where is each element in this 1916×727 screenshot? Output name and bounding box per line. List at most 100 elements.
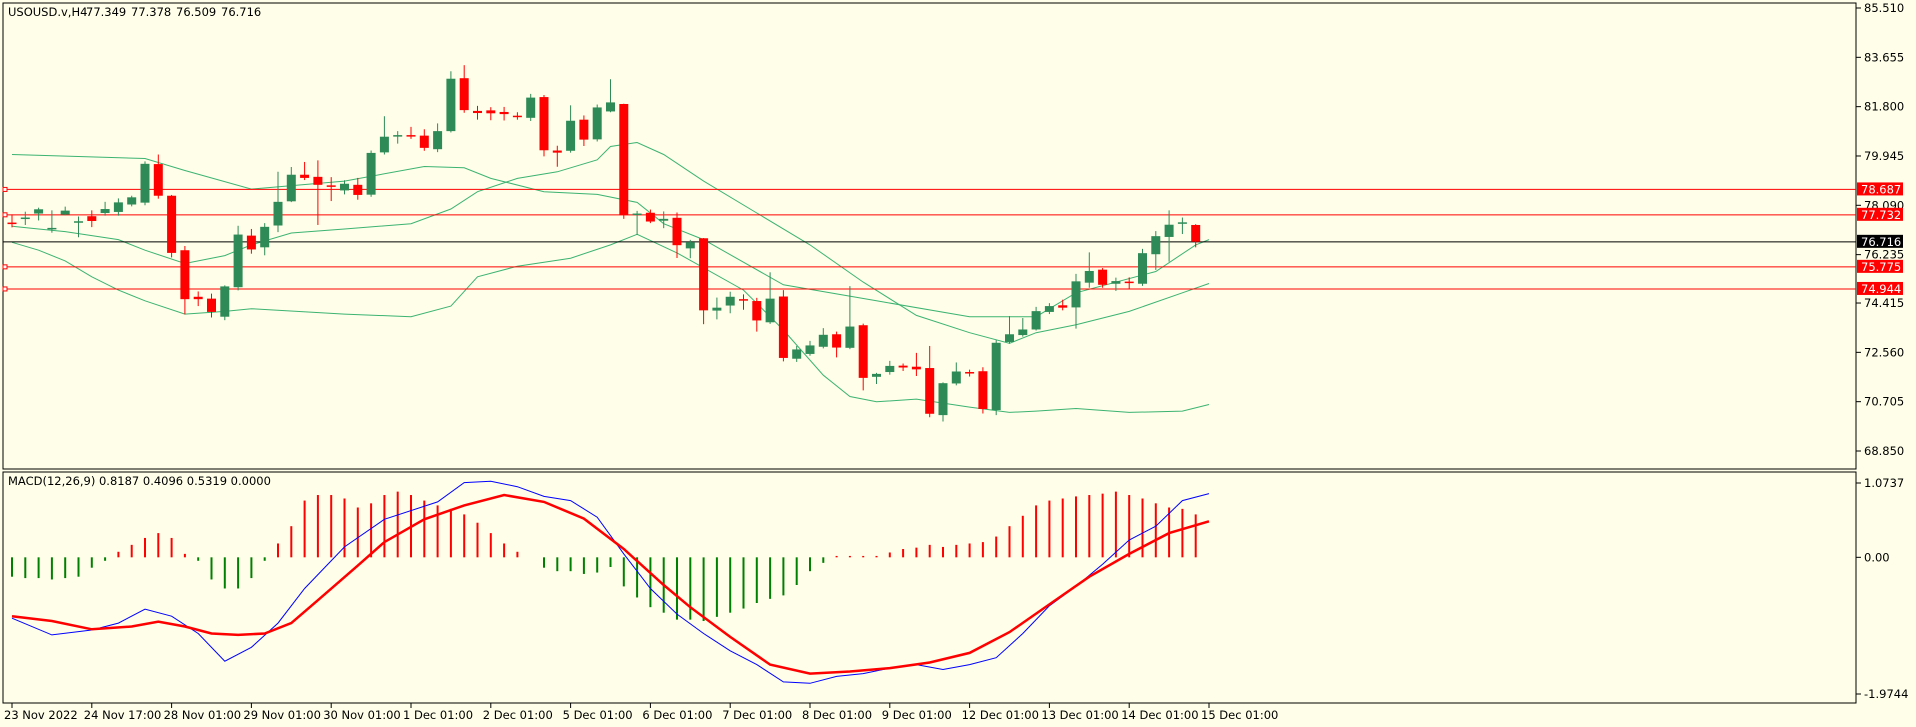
- level-handle[interactable]: [2, 264, 8, 270]
- candle[interactable]: [406, 135, 416, 137]
- candle[interactable]: [712, 307, 722, 311]
- candle[interactable]: [645, 212, 655, 222]
- candle[interactable]: [140, 163, 150, 203]
- candle[interactable]: [300, 174, 310, 178]
- candle[interactable]: [832, 334, 842, 348]
- candle[interactable]: [792, 349, 802, 359]
- candle[interactable]: [313, 176, 323, 185]
- candle[interactable]: [552, 150, 562, 153]
- candle[interactable]: [526, 97, 536, 118]
- candle[interactable]: [965, 372, 975, 374]
- candle[interactable]: [632, 213, 642, 216]
- candle[interactable]: [1058, 305, 1068, 308]
- candle[interactable]: [725, 296, 735, 306]
- candle[interactable]: [1098, 269, 1108, 285]
- candle[interactable]: [167, 195, 177, 253]
- candle[interactable]: [699, 238, 709, 311]
- price-tick-label: 81.800: [1864, 100, 1904, 114]
- level-handle[interactable]: [2, 286, 8, 292]
- candle[interactable]: [606, 102, 615, 112]
- candle[interactable]: [858, 325, 868, 378]
- level-handle[interactable]: [2, 186, 8, 192]
- level-handle[interactable]: [2, 212, 8, 218]
- candle[interactable]: [220, 286, 230, 317]
- candle[interactable]: [938, 383, 948, 416]
- candle[interactable]: [1044, 306, 1054, 312]
- candle[interactable]: [326, 185, 336, 187]
- time-tick-label: 14 Dec 01:00: [1121, 708, 1198, 722]
- candle[interactable]: [872, 373, 881, 377]
- candle[interactable]: [7, 222, 17, 225]
- candle[interactable]: [486, 110, 496, 114]
- candle[interactable]: [1005, 334, 1014, 342]
- candle[interactable]: [34, 209, 44, 214]
- candle[interactable]: [672, 217, 682, 246]
- candle[interactable]: [1018, 329, 1028, 336]
- candle[interactable]: [1177, 222, 1187, 224]
- candle[interactable]: [499, 111, 509, 115]
- candle[interactable]: [193, 296, 203, 300]
- candle[interactable]: [47, 227, 57, 230]
- candle[interactable]: [233, 234, 243, 288]
- candle[interactable]: [752, 301, 762, 321]
- candle[interactable]: [246, 235, 256, 250]
- time-tick-label: 1 Dec 01:00: [403, 708, 473, 722]
- candle[interactable]: [1124, 281, 1134, 284]
- candle[interactable]: [1071, 281, 1081, 308]
- candle[interactable]: [74, 221, 83, 223]
- candle[interactable]: [685, 242, 695, 249]
- candle[interactable]: [579, 119, 589, 140]
- candle[interactable]: [805, 345, 815, 354]
- candle[interactable]: [113, 202, 123, 212]
- macd-pane[interactable]: MACD(12,26,9) 0.8187 0.4096 0.5319 0.000…: [2, 471, 1857, 704]
- candle[interactable]: [512, 115, 522, 118]
- candle[interactable]: [366, 152, 376, 195]
- candle[interactable]: [818, 334, 828, 347]
- candle[interactable]: [898, 365, 908, 368]
- candle[interactable]: [273, 201, 283, 226]
- candle[interactable]: [911, 366, 921, 370]
- candle[interactable]: [60, 210, 70, 215]
- candle[interactable]: [353, 184, 363, 195]
- candle[interactable]: [379, 136, 389, 153]
- candle[interactable]: [619, 103, 629, 216]
- candle[interactable]: [539, 97, 549, 151]
- candle[interactable]: [566, 120, 576, 151]
- candle[interactable]: [1151, 236, 1161, 255]
- candle[interactable]: [1191, 224, 1201, 242]
- candle[interactable]: [446, 78, 456, 132]
- candle[interactable]: [286, 174, 296, 202]
- candle[interactable]: [778, 296, 788, 358]
- time-tick-label: 30 Nov 01:00: [323, 708, 401, 722]
- candle[interactable]: [1111, 281, 1121, 284]
- candle[interactable]: [659, 218, 669, 221]
- candle[interactable]: [1031, 311, 1041, 330]
- candle[interactable]: [592, 107, 602, 140]
- candle[interactable]: [1138, 253, 1147, 284]
- candle[interactable]: [885, 365, 895, 373]
- candle[interactable]: [153, 164, 163, 196]
- candle[interactable]: [180, 250, 190, 300]
- candle[interactable]: [951, 371, 961, 384]
- candle[interactable]: [393, 135, 403, 137]
- candle[interactable]: [127, 197, 137, 205]
- candle[interactable]: [765, 298, 775, 323]
- candle[interactable]: [433, 131, 443, 150]
- candle[interactable]: [978, 371, 988, 409]
- candle[interactable]: [207, 298, 216, 312]
- candle[interactable]: [340, 183, 349, 191]
- candle[interactable]: [473, 110, 482, 114]
- candle[interactable]: [459, 78, 469, 111]
- candle[interactable]: [20, 217, 30, 220]
- candle[interactable]: [87, 216, 97, 221]
- candle[interactable]: [925, 368, 935, 414]
- candle[interactable]: [419, 135, 429, 148]
- candle[interactable]: [845, 326, 855, 348]
- candle[interactable]: [991, 342, 1001, 411]
- candle[interactable]: [260, 226, 270, 248]
- candle[interactable]: [739, 299, 748, 301]
- candle[interactable]: [100, 209, 110, 214]
- price-pane[interactable]: USOUSD.v,H4 77.349 77.378 76.509 76.716: [2, 2, 1857, 470]
- candle[interactable]: [1084, 270, 1094, 283]
- candle[interactable]: [1164, 224, 1174, 237]
